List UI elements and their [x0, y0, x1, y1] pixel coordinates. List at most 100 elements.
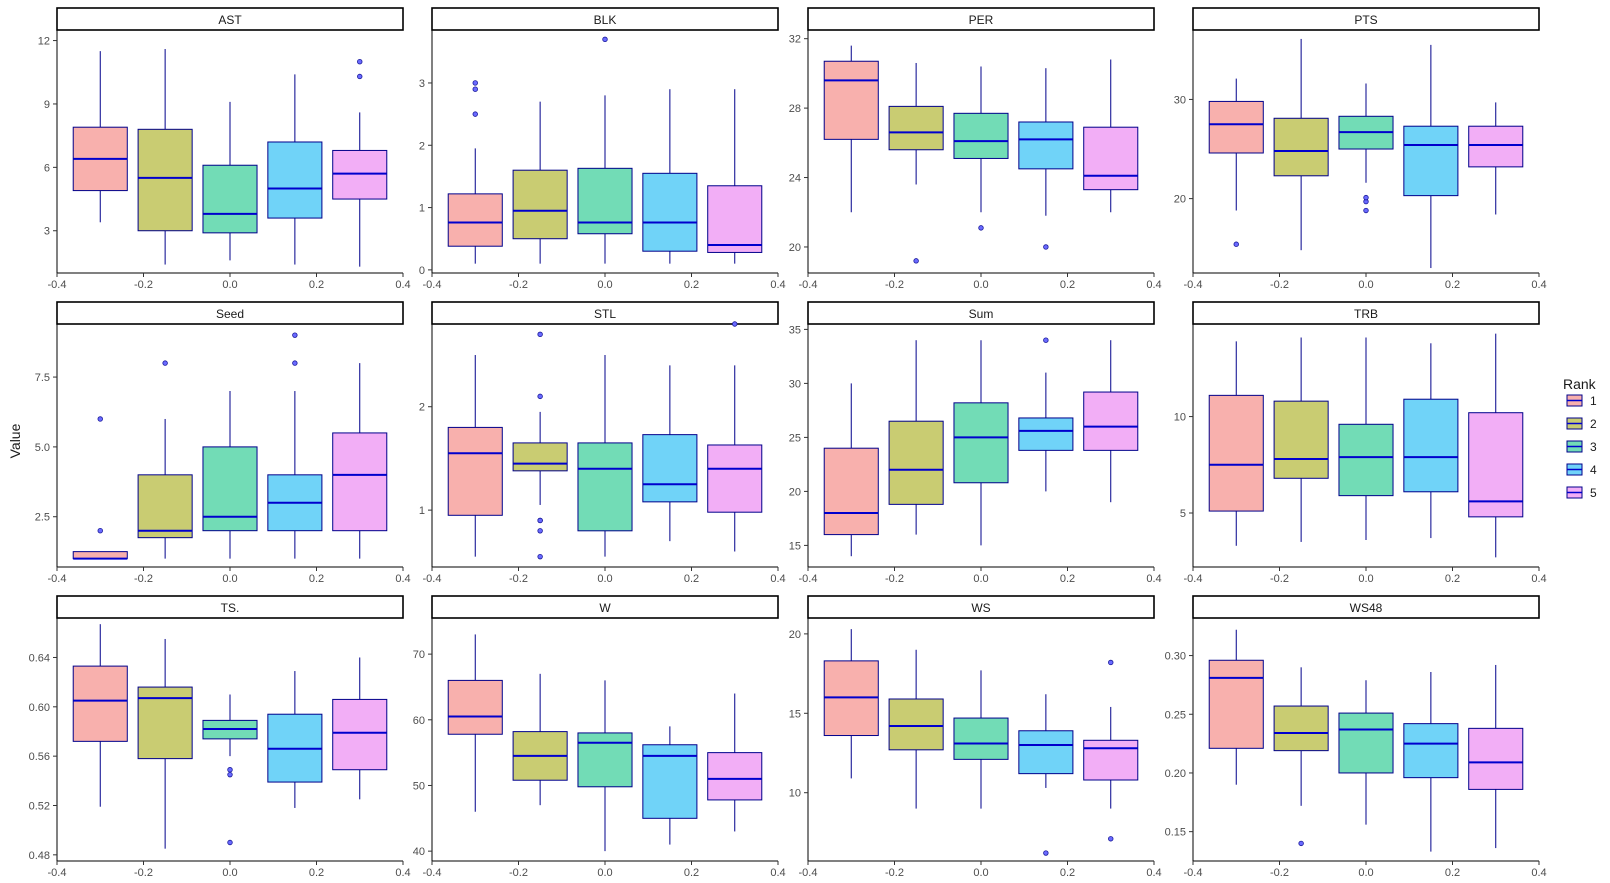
legend-label: 5	[1590, 486, 1597, 500]
box-iqr	[577, 732, 633, 788]
outlier-point	[1108, 659, 1114, 666]
x-tick-label: 0.2	[309, 867, 324, 879]
box-iqr	[823, 447, 879, 536]
box-rank-4	[1018, 694, 1074, 856]
box-rank-5	[707, 321, 763, 552]
box-rank-5	[1468, 102, 1524, 215]
box-iqr	[1273, 705, 1329, 752]
box-rank-2	[1273, 337, 1329, 542]
box-rank-3	[202, 694, 258, 846]
panel-ast: AST 3 6 9 12 -0.4 -0.2 0.0 0.2 0.4	[38, 7, 411, 291]
y-tick-label: 5	[1180, 508, 1186, 520]
box-rank-4	[1018, 68, 1074, 250]
box-iqr	[953, 402, 1009, 484]
box-rank-3	[202, 101, 258, 261]
panel-seed: Seed 2.5 5.0 7.5 -0.4 -0.2 0.0 0.2 0.4	[35, 301, 411, 585]
y-tick-label: 0.25	[1165, 709, 1186, 721]
box-iqr	[642, 172, 698, 252]
legend-item-2: 2	[1566, 415, 1597, 432]
outlier-point	[978, 225, 984, 231]
box-iqr	[1468, 727, 1524, 790]
x-tick-label: -0.2	[885, 867, 904, 879]
legend-item-3: 3	[1566, 438, 1597, 455]
outlier-point	[97, 527, 103, 534]
x-tick-label: -0.2	[509, 573, 528, 585]
box-iqr	[1468, 412, 1524, 518]
y-tick-label: 0.56	[29, 751, 50, 763]
x-tick-label: -0.4	[423, 573, 442, 585]
box-iqr	[447, 426, 503, 516]
box-iqr	[1338, 712, 1394, 774]
box-rank-2	[888, 649, 944, 809]
y-tick-label: 20	[1174, 194, 1186, 206]
y-tick-label: 32	[789, 34, 801, 46]
outlier-point	[292, 332, 298, 338]
outlier-point	[292, 360, 298, 366]
box-rank-1	[823, 45, 879, 213]
x-tick-label: -0.2	[134, 867, 153, 879]
x-tick-label: -0.4	[1184, 867, 1203, 879]
outlier-point	[602, 36, 608, 43]
y-tick-label: 0	[419, 265, 425, 277]
panel-ws48: WS48 0.15 0.20 0.25 0.30 -0.4 -0.2 0.0 0.2 0.4	[1165, 595, 1547, 879]
box-iqr	[1083, 126, 1139, 191]
box-rank-1	[447, 80, 503, 264]
y-tick-label: 2	[419, 140, 425, 152]
box-rank-4	[1403, 44, 1459, 269]
box-rank-1	[1208, 78, 1264, 247]
box-rank-1	[823, 383, 879, 557]
box-rank-2	[137, 49, 193, 265]
box-rank-1	[72, 51, 128, 223]
y-tick-label: 50	[413, 780, 425, 792]
outlier-point	[97, 416, 103, 422]
box-iqr	[707, 752, 763, 801]
strip-background	[431, 595, 779, 619]
box-rank-4	[267, 332, 323, 559]
x-tick-label: 0.2	[1060, 867, 1075, 879]
box-iqr	[72, 551, 128, 560]
x-tick-label: -0.4	[423, 279, 442, 291]
box-rank-4	[267, 671, 323, 808]
y-tick-label: 10	[789, 788, 801, 800]
y-tick-label: 60	[413, 715, 425, 727]
y-tick-label: 24	[789, 173, 801, 185]
box-iqr	[1018, 730, 1074, 775]
x-tick-label: 0.4	[1146, 867, 1161, 879]
x-tick-label: 0.4	[1146, 279, 1161, 291]
panel-ws: WS 10 15 20 -0.4 -0.2 0.0 0.2 0.4	[789, 595, 1162, 879]
x-tick-label: -0.4	[48, 279, 67, 291]
box-rank-1	[1208, 341, 1264, 546]
y-tick-label: 35	[789, 324, 801, 336]
y-tick-label: 9	[44, 99, 50, 111]
legend-label: 3	[1590, 440, 1597, 454]
box-iqr	[447, 679, 503, 735]
strip-label: PTS	[1354, 13, 1377, 27]
x-tick-label: -0.2	[885, 573, 904, 585]
x-tick-label: -0.2	[1270, 279, 1289, 291]
outlier-point	[357, 73, 363, 80]
box-rank-3	[953, 670, 1009, 809]
y-tick-label: 6	[44, 162, 50, 174]
x-tick-label: 0.2	[684, 573, 699, 585]
y-tick-label: 70	[413, 649, 425, 661]
strip-label: W	[599, 601, 611, 615]
x-tick-label: -0.4	[799, 573, 818, 585]
strip-label: PER	[969, 13, 994, 27]
panel-blk: BLK 0 1 2 3 -0.4 -0.2 0.0 0.2 0.4	[419, 7, 786, 291]
x-tick-label: 0.0	[1358, 573, 1373, 585]
box-rank-4	[642, 365, 698, 542]
box-rank-2	[512, 673, 568, 806]
box-rank-5	[707, 693, 763, 832]
strip-label: WS48	[1350, 601, 1383, 615]
y-tick-label: 1	[419, 505, 425, 517]
box-rank-1	[72, 416, 128, 560]
box-iqr	[1208, 100, 1264, 154]
box-rank-2	[1273, 38, 1329, 251]
x-tick-label: 0.2	[1445, 573, 1460, 585]
strip-background	[807, 7, 1155, 31]
strip-label: TS.	[221, 601, 240, 615]
box-iqr	[137, 128, 193, 232]
x-tick-label: 0.0	[597, 867, 612, 879]
strip-label: BLK	[594, 13, 617, 27]
y-tick-label: 10	[1174, 412, 1186, 424]
